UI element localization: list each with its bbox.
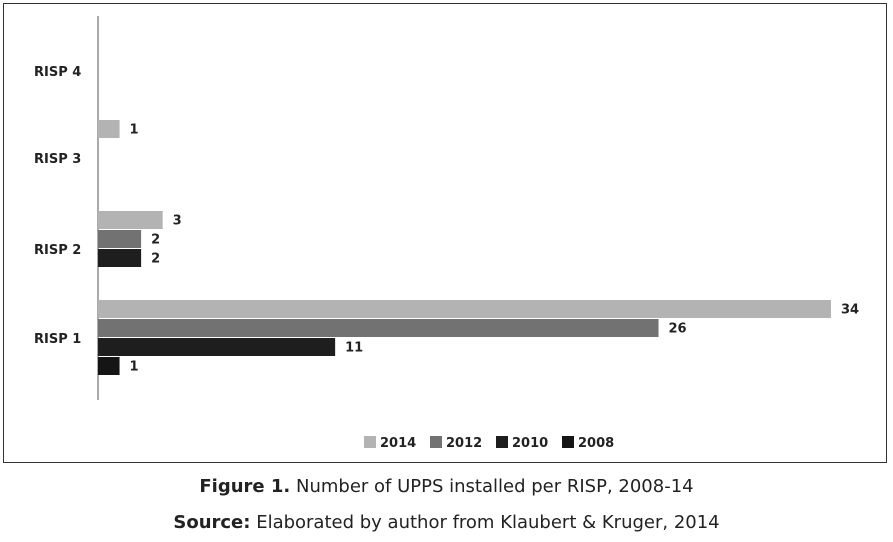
bar — [98, 249, 142, 267]
legend-label: 2010 — [512, 436, 548, 451]
chart-frame: RISP 1 34 26 11 1 RISP 2 3 2 2 RISP 3 1 RISP 4 2014 2… — [3, 3, 887, 463]
source-caption: Source: Elaborated by author from Klaube… — [0, 512, 893, 533]
legend-swatch — [562, 436, 574, 448]
category-label: RISP 3 — [34, 152, 81, 167]
category-label: RISP 1 — [34, 332, 81, 347]
category-label: RISP 2 — [34, 243, 81, 258]
data-label: 3 — [173, 214, 182, 229]
legend-label: 2014 — [380, 436, 416, 451]
bar — [98, 319, 659, 337]
category-label: RISP 4 — [34, 65, 81, 80]
bar — [98, 338, 336, 356]
legend-swatch — [430, 436, 442, 448]
legend-label: 2008 — [578, 436, 614, 451]
data-label: 1 — [130, 360, 139, 375]
data-label: 2 — [151, 252, 160, 267]
legend-swatch — [496, 436, 508, 448]
data-label: 2 — [151, 233, 160, 248]
figure-caption: Figure 1. Number of UPPS installed per R… — [0, 476, 893, 497]
figure-caption-text: Number of UPPS installed per RISP, 2008-… — [290, 476, 694, 497]
bar — [98, 357, 120, 375]
bar — [98, 300, 831, 318]
bar — [98, 120, 120, 138]
bar — [98, 211, 163, 229]
legend-label: 2012 — [446, 436, 482, 451]
data-label: 11 — [345, 341, 363, 356]
source-caption-text: Elaborated by author from Klaubert & Kru… — [250, 512, 720, 533]
legend-swatch — [364, 436, 376, 448]
data-label: 1 — [130, 123, 139, 138]
bar — [98, 230, 142, 248]
data-label: 34 — [841, 303, 859, 318]
figure-caption-prefix: Figure 1. — [199, 476, 291, 497]
data-label: 26 — [669, 322, 687, 337]
source-caption-prefix: Source: — [173, 512, 251, 533]
